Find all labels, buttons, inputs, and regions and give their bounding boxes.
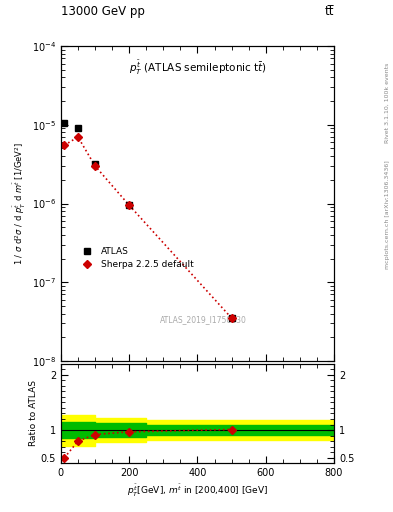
Text: mcplots.cern.ch [arXiv:1306.3436]: mcplots.cern.ch [arXiv:1306.3436]: [385, 161, 389, 269]
Line: ATLAS: ATLAS: [61, 120, 235, 321]
Sherpa 2.2.5 default: [62, 142, 67, 148]
Text: ATLAS_2019_I1750330: ATLAS_2019_I1750330: [160, 315, 246, 325]
Y-axis label: 1 / $\sigma$ d$^2\sigma$ / d $p_T^{\bar{t}}$ d $m^{\bar{t}}$ [1/GeV$^2$]: 1 / $\sigma$ d$^2\sigma$ / d $p_T^{\bar{…: [11, 142, 28, 265]
Text: Rivet 3.1.10, 100k events: Rivet 3.1.10, 100k events: [385, 62, 389, 142]
X-axis label: $p_T^{\bar{t}}$[GeV], $m^{\bar{t}}$ in [200,400] [GeV]: $p_T^{\bar{t}}$[GeV], $m^{\bar{t}}$ in […: [127, 482, 268, 499]
Sherpa 2.2.5 default: [127, 202, 132, 208]
ATLAS: [127, 202, 132, 208]
ATLAS: [93, 161, 97, 167]
Y-axis label: Ratio to ATLAS: Ratio to ATLAS: [29, 380, 38, 446]
Sherpa 2.2.5 default: [229, 315, 234, 321]
Text: $p_T^{\bar{t}\,}$ (ATLAS semileptonic t$\bar{t}$): $p_T^{\bar{t}\,}$ (ATLAS semileptonic t$…: [129, 59, 266, 77]
Sherpa 2.2.5 default: [75, 134, 80, 140]
Sherpa 2.2.5 default: [93, 163, 97, 169]
ATLAS: [75, 125, 80, 132]
Line: Sherpa 2.2.5 default: Sherpa 2.2.5 default: [62, 134, 234, 321]
Legend: ATLAS, Sherpa 2.2.5 default: ATLAS, Sherpa 2.2.5 default: [75, 243, 197, 273]
ATLAS: [62, 120, 67, 126]
Text: 13000 GeV pp: 13000 GeV pp: [61, 5, 145, 18]
ATLAS: [229, 315, 234, 321]
Text: tt̅: tt̅: [325, 5, 334, 18]
